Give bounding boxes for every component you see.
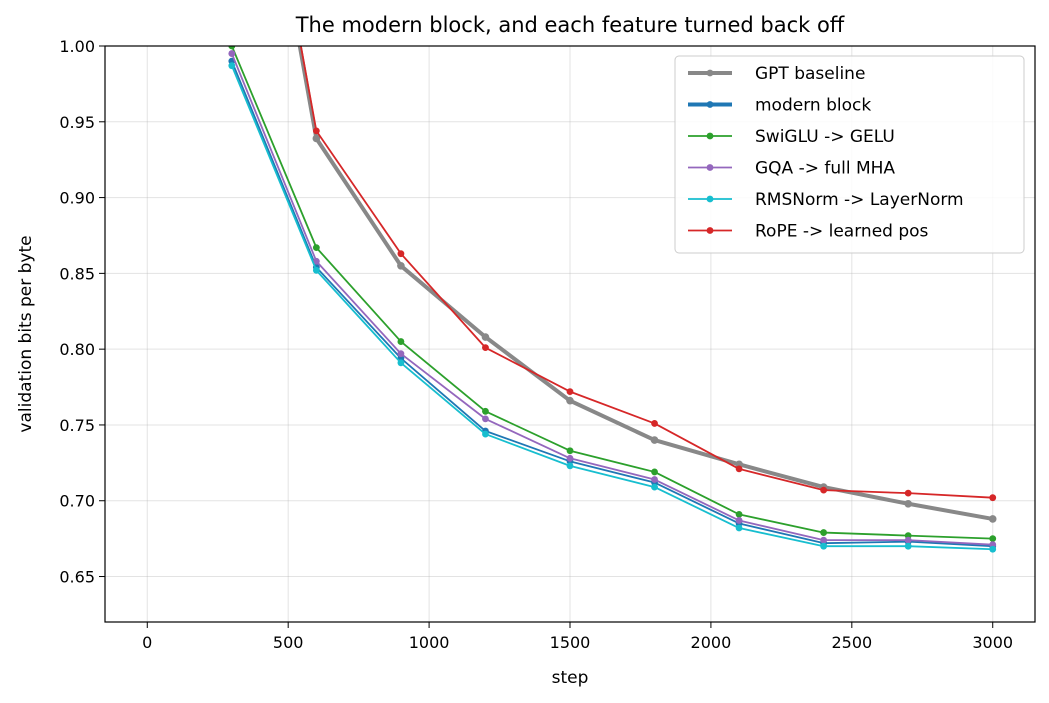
series-line [230, 46, 993, 540]
ticks: 0 500 1000 1500 2000 2500 3000 0.65 0.70 0.75 0.80… [59, 37, 1013, 652]
data-point [820, 536, 828, 544]
legend-swatch-marker [706, 195, 714, 203]
x-tick-label: 1000 [409, 633, 450, 652]
data-point [989, 545, 997, 553]
data-point [904, 536, 912, 544]
data-point [651, 468, 658, 476]
series-line [230, 65, 993, 551]
x-tick-label: 500 [273, 633, 304, 652]
data-point [735, 524, 743, 532]
legend-swatch-marker [706, 164, 714, 171]
y-tick-label: 0.80 [59, 340, 95, 359]
data-point [397, 338, 405, 345]
legend-swatch-marker [706, 101, 714, 108]
chart-title: The modern block, and each feature turne… [295, 13, 845, 37]
x-tick-label: 1500 [550, 633, 591, 652]
data-point [397, 250, 405, 258]
legend-swatch-marker [706, 132, 714, 140]
y-tick-label: 0.70 [59, 492, 95, 511]
data-point [650, 436, 659, 444]
y-tick-label: 0.75 [59, 416, 95, 435]
data-point [988, 515, 997, 523]
data-point [566, 454, 574, 462]
legend-item: modern block [688, 96, 871, 116]
data-point [312, 127, 320, 135]
data-point [312, 266, 320, 274]
data-point [651, 483, 658, 491]
data-point [820, 486, 828, 494]
series-5 [228, 62, 997, 553]
data-point [482, 407, 489, 415]
x-tick-label: 3000 [972, 633, 1013, 652]
data-point [482, 430, 489, 438]
legend-swatch-marker [706, 227, 714, 234]
data-point [989, 535, 997, 543]
legend-label: RoPE -> learned pos [755, 222, 929, 242]
series-1 [297, 46, 997, 523]
legend-label: GPT baseline [755, 64, 865, 84]
legend-swatch-marker [706, 69, 714, 77]
series-line [230, 53, 993, 546]
legend-label: modern block [755, 96, 871, 116]
y-tick-label: 0.85 [59, 264, 95, 283]
data-point [651, 476, 658, 483]
data-point [735, 465, 743, 473]
y-tick-label: 0.90 [59, 189, 95, 208]
data-point [228, 62, 236, 70]
data-point [566, 396, 574, 405]
x-tick-label: 0 [142, 633, 152, 652]
data-point [566, 388, 574, 395]
x-tick-label: 2000 [691, 633, 732, 652]
data-point [735, 510, 743, 518]
x-axis-label: step [552, 668, 589, 688]
data-point [397, 350, 405, 358]
data-point [566, 447, 574, 455]
data-point [312, 134, 321, 143]
legend-label: SwiGLU -> GELU [755, 127, 895, 147]
y-tick-label: 0.65 [59, 568, 95, 587]
series-6 [299, 46, 997, 502]
data-point [904, 489, 912, 497]
data-point [397, 261, 405, 270]
legend-item: RMSNorm -> LayerNorm [688, 190, 964, 210]
legend: GPT baseline modern block SwiGLU -> GELU GQ… [674, 55, 1025, 254]
y-tick-label: 1.00 [59, 37, 95, 56]
legend-box [674, 55, 1025, 254]
y-tick-label: 0.95 [59, 113, 95, 132]
x-tick-label: 2500 [831, 633, 872, 652]
data-point [482, 415, 489, 423]
data-point [228, 46, 236, 50]
legend-item: GPT baseline [688, 64, 865, 84]
data-point [481, 333, 490, 341]
series-line [299, 46, 993, 499]
data-point [312, 244, 320, 252]
data-point [651, 420, 658, 427]
data-point [989, 494, 997, 502]
data-point [820, 542, 828, 550]
data-point [312, 257, 320, 265]
y-axis-label: validation bits per byte [16, 235, 36, 432]
data-point [735, 517, 743, 524]
legend-label: RMSNorm -> LayerNorm [755, 190, 964, 210]
legend-item: SwiGLU -> GELU [688, 127, 895, 147]
legend-item: RoPE -> learned pos [688, 222, 929, 242]
data-point [904, 542, 912, 550]
data-point [482, 344, 489, 352]
series-layer [228, 46, 997, 553]
data-point [397, 359, 405, 367]
series-line [297, 46, 994, 521]
data-point [904, 499, 912, 508]
legend-item: GQA -> full MHA [688, 159, 895, 179]
data-point [566, 462, 574, 470]
data-point [228, 50, 236, 57]
legend-label: GQA -> full MHA [755, 159, 895, 179]
data-point [820, 529, 828, 536]
series-line [230, 60, 993, 548]
